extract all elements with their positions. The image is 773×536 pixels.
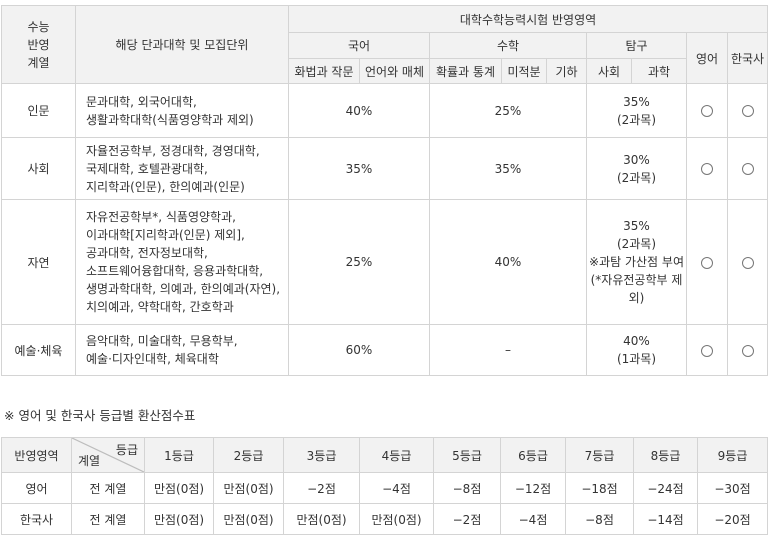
dept-cell: 자율전공학부, 정경대학, 경영대학, 국제대학, 호텔관광대학, 지리학과(인…: [75, 137, 289, 200]
grade-header-row: 반영영역 등급 계열 1등급 2등급 3등급 4등급 5등급 6등급 7등급 8…: [1, 437, 768, 473]
score-cell: 만점(0점): [213, 503, 284, 535]
korean-header: 국어: [288, 32, 430, 59]
inquiry-cell: 40% (1과목): [586, 324, 687, 376]
corner-header: 등급 계열: [71, 437, 145, 473]
table-row-english: 영어 전 계열 만점(0점) 만점(0점) −2점 −4점 −8점 −12점 −…: [1, 472, 768, 504]
circle-icon: [741, 105, 754, 117]
table-row-social: 사회 자율전공학부, 정경대학, 경영대학, 국제대학, 호텔관광대학, 지리학…: [1, 137, 769, 200]
english-cell: [686, 137, 728, 200]
english-header: 영어: [686, 32, 728, 84]
score-cell: −2점: [283, 472, 360, 504]
history-cell: [726, 83, 769, 138]
col-track-header: 수능 반영 계열: [1, 5, 76, 84]
score-cell: 만점(0점): [213, 472, 284, 504]
math-cell: 25%: [429, 83, 587, 138]
grade-header: 4등급: [359, 437, 434, 473]
dept-cell: 자유전공학부*, 식품영양학과, 이과대학[지리학과(인문) 제외], 공과대학…: [75, 199, 289, 325]
grade-header: 9등급: [697, 437, 768, 473]
grade-header: 6등급: [500, 437, 566, 473]
history-cell: [726, 324, 769, 376]
circle-icon: [701, 256, 713, 269]
dept-cell: 문과대학, 외국어대학, 생활과학대학(식품영양학과 제외): [75, 83, 289, 138]
grade-header: 8등급: [633, 437, 698, 473]
korean-cell: 40%: [288, 83, 430, 138]
sub-header: 과학: [631, 58, 687, 84]
table-row-history: 한국사 전 계열 만점(0점) 만점(0점) 만점(0점) 만점(0점) −2점…: [1, 503, 768, 535]
table-row-arts: 예술·체육 음악대학, 미술대학, 무용학부, 예술·디자인대학, 체육대학 6…: [1, 324, 769, 376]
history-cell: [726, 199, 769, 325]
header-row-2: 국어 수학 탐구 영어 한국사: [1, 32, 769, 84]
score-cell: 만점(0점): [359, 503, 434, 535]
track-cell: 전 계열: [71, 472, 145, 504]
circle-icon: [701, 163, 713, 175]
grade-header: 5등급: [433, 437, 501, 473]
grade-header: 3등급: [283, 437, 360, 473]
sub-header: 기하: [546, 58, 587, 84]
sub-header: 미적분: [501, 58, 547, 84]
score-cell: −4점: [500, 503, 566, 535]
track-cell: 인문: [1, 83, 76, 138]
math-header: 수학: [429, 32, 587, 59]
english-cell: [686, 199, 728, 325]
score-cell: 만점(0점): [144, 503, 214, 535]
sub-header: 사회: [586, 58, 632, 84]
score-cell: −14점: [633, 503, 698, 535]
english-cell: [686, 324, 728, 376]
table-row-natural: 자연 자유전공학부*, 식품영양학과, 이과대학[지리학과(인문) 제외], 공…: [1, 199, 769, 325]
korean-cell: 60%: [288, 324, 430, 376]
col-csat-header: 대학수학능력시험 반영영역: [287, 5, 769, 33]
track-cell: 예술·체육: [1, 324, 76, 376]
math-cell: 40%: [429, 199, 587, 325]
circle-icon: [701, 105, 713, 117]
table-row-humanities: 인문 문과대학, 외국어대학, 생활과학대학(식품영양학과 제외) 40% 25…: [1, 83, 769, 138]
grade-header: 2등급: [213, 437, 284, 473]
grade-conversion-table: 반영영역 등급 계열 1등급 2등급 3등급 4등급 5등급 6등급 7등급 8…: [1, 437, 768, 535]
score-cell: −24점: [633, 472, 698, 504]
inquiry-cell: 35% (2과목): [586, 83, 687, 138]
score-cell: −2점: [433, 503, 501, 535]
score-cell: −8점: [565, 503, 634, 535]
score-cell: −30점: [697, 472, 768, 504]
math-cell: 35%: [429, 137, 587, 200]
score-cell: −20점: [697, 503, 768, 535]
score-cell: −12점: [500, 472, 566, 504]
track-cell: 전 계열: [71, 503, 145, 535]
history-cell: [726, 137, 769, 200]
circle-icon: [741, 344, 754, 357]
area-header: 반영영역: [1, 437, 72, 473]
col-dept-header: 해당 단과대학 및 모집단위: [75, 5, 289, 84]
score-cell: 만점(0점): [144, 472, 214, 504]
area-cell: 한국사: [1, 503, 72, 535]
inquiry-cell: 30% (2과목): [586, 137, 687, 200]
inquiry-cell: 35% (2과목) ※과탐 가산점 부여 (*자유전공학부 제외): [586, 199, 687, 325]
score-cell: −18점: [565, 472, 634, 504]
area-cell: 영어: [1, 472, 72, 504]
grade-header: 1등급: [144, 437, 214, 473]
circle-icon: [741, 256, 754, 269]
grade-table-caption: ※ 영어 및 한국사 등급별 환산점수표: [4, 408, 196, 423]
grade-header: 7등급: [565, 437, 634, 473]
history-header: 한국사: [726, 32, 769, 84]
math-cell: –: [429, 324, 587, 376]
sub-header: 화법과 작문: [288, 58, 360, 84]
track-cell: 사회: [1, 137, 76, 200]
score-cell: −8점: [433, 472, 501, 504]
header-row-1: 수능 반영 계열 해당 단과대학 및 모집단위 대학수학능력시험 반영영역: [1, 5, 769, 84]
dept-cell: 음악대학, 미술대학, 무용학부, 예술·디자인대학, 체육대학: [75, 324, 289, 376]
score-cell: −4점: [359, 472, 434, 504]
korean-cell: 25%: [288, 199, 430, 325]
reflection-table: 수능 반영 계열 해당 단과대학 및 모집단위 대학수학능력시험 반영영역 국어…: [1, 5, 769, 376]
sub-header: 언어와 매체: [359, 58, 430, 84]
circle-icon: [741, 163, 754, 175]
korean-cell: 35%: [288, 137, 430, 200]
diagonal-line-icon: [72, 438, 144, 472]
score-cell: 만점(0점): [283, 503, 360, 535]
english-cell: [686, 83, 728, 138]
inquiry-header: 탐구: [586, 32, 687, 59]
track-cell: 자연: [1, 199, 76, 325]
circle-icon: [701, 344, 713, 357]
sub-header: 확률과 통계: [429, 58, 502, 84]
